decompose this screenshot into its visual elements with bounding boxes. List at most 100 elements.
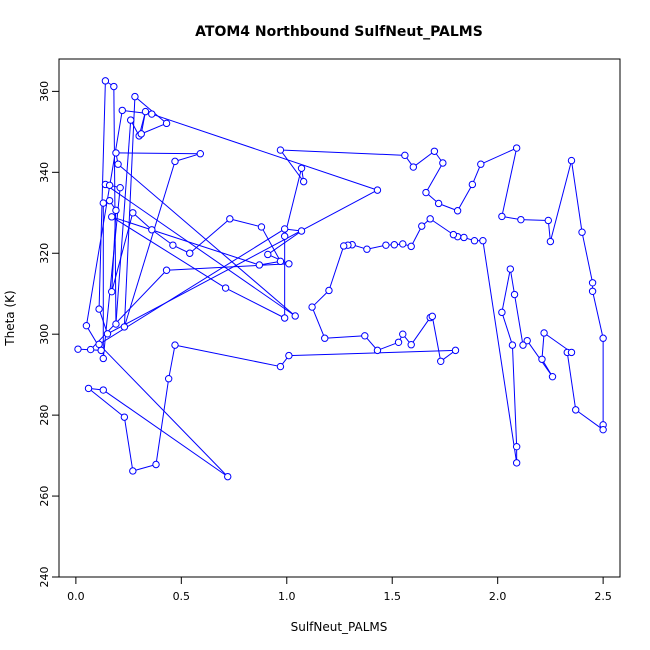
data-point bbox=[169, 241, 177, 249]
data-point bbox=[120, 413, 129, 421]
data-point bbox=[437, 357, 445, 366]
series-segment bbox=[151, 113, 378, 191]
data-point bbox=[224, 472, 232, 481]
data-point bbox=[426, 215, 434, 223]
series-segment bbox=[509, 268, 516, 295]
data-point bbox=[129, 209, 137, 217]
data-point bbox=[116, 183, 124, 192]
data-point bbox=[164, 375, 173, 383]
data-point bbox=[255, 261, 264, 269]
series-segment bbox=[229, 218, 262, 228]
data-point bbox=[373, 186, 382, 194]
series-segment bbox=[117, 163, 296, 317]
data-point bbox=[114, 160, 122, 168]
y-tick-label: 280 bbox=[38, 405, 51, 426]
data-point bbox=[430, 147, 439, 155]
series-segment bbox=[457, 184, 473, 212]
y-tick-label: 340 bbox=[38, 162, 51, 183]
data-point bbox=[299, 177, 308, 186]
series-segment bbox=[501, 268, 511, 313]
data-point bbox=[112, 149, 120, 157]
data-point bbox=[321, 334, 329, 342]
data-point bbox=[409, 163, 418, 171]
series-segment bbox=[102, 187, 121, 359]
series-segment bbox=[140, 111, 146, 134]
series-segment bbox=[134, 96, 167, 124]
data-point bbox=[226, 215, 234, 223]
series-segment bbox=[174, 153, 201, 162]
series-segment bbox=[377, 341, 399, 351]
chart-title: ATOM4 Northbound SulfNeut_PALMS bbox=[195, 24, 483, 40]
data-point bbox=[86, 345, 95, 354]
series-segment bbox=[480, 147, 517, 165]
series-segment bbox=[155, 378, 170, 465]
data-point bbox=[401, 151, 409, 160]
data-point bbox=[506, 265, 515, 273]
data-point bbox=[196, 149, 205, 158]
series-segment bbox=[88, 388, 125, 418]
data-point bbox=[95, 305, 103, 313]
data-point bbox=[112, 320, 120, 328]
series-segment bbox=[592, 291, 604, 339]
series-segment bbox=[113, 86, 117, 325]
series-segment bbox=[566, 352, 577, 410]
data-point bbox=[110, 82, 118, 91]
data-point bbox=[361, 332, 369, 340]
series-segment bbox=[166, 263, 289, 271]
x-axis-label: SulfNeut_PALMS bbox=[291, 620, 388, 634]
series-segment bbox=[311, 306, 326, 339]
series-segment bbox=[410, 225, 423, 247]
data-point bbox=[82, 321, 91, 330]
data-point bbox=[95, 340, 103, 349]
data-point bbox=[103, 330, 112, 338]
data-point bbox=[578, 228, 586, 236]
data-point bbox=[276, 362, 285, 371]
series-segment bbox=[328, 245, 345, 291]
data-point bbox=[148, 226, 156, 234]
series-segment bbox=[115, 120, 132, 325]
data-point bbox=[588, 279, 597, 287]
y-axis: 240 260 280 300 320 340 360 bbox=[38, 81, 60, 588]
data-point bbox=[112, 206, 120, 215]
series-segment bbox=[520, 219, 549, 221]
data-point bbox=[546, 237, 555, 246]
data-point bbox=[479, 237, 487, 245]
series-segment bbox=[324, 335, 365, 339]
x-axis: 0.0 0.5 1.0 1.5 2.0 2.5 bbox=[67, 576, 612, 603]
series-segment bbox=[98, 343, 229, 477]
data-point bbox=[105, 181, 114, 189]
data-point bbox=[120, 323, 129, 331]
series-segment bbox=[123, 161, 176, 328]
series-segment bbox=[501, 147, 518, 217]
data-point bbox=[171, 341, 179, 349]
series-segment bbox=[425, 162, 444, 193]
data-point bbox=[363, 245, 371, 253]
data-point bbox=[99, 386, 107, 394]
data-point bbox=[382, 241, 390, 249]
series-segment bbox=[111, 216, 226, 289]
data-point bbox=[453, 207, 462, 215]
data-point bbox=[162, 266, 171, 274]
series-segment bbox=[115, 152, 201, 155]
data-point bbox=[407, 341, 415, 349]
y-tick-label: 360 bbox=[38, 81, 51, 102]
data-point bbox=[512, 459, 521, 467]
data-point bbox=[460, 233, 468, 242]
series-segment bbox=[267, 230, 302, 255]
data-point bbox=[544, 216, 552, 225]
series-segment bbox=[431, 316, 442, 362]
data-point bbox=[99, 199, 107, 207]
series-segment bbox=[103, 389, 229, 478]
y-tick-label: 240 bbox=[38, 567, 51, 588]
data-point bbox=[567, 156, 576, 165]
data-point bbox=[137, 130, 145, 138]
data-point bbox=[264, 250, 272, 259]
series-segment bbox=[549, 160, 572, 242]
x-tick-label: 0.5 bbox=[173, 590, 191, 603]
series-segment bbox=[174, 344, 281, 368]
series-segment bbox=[280, 149, 405, 156]
data-point bbox=[108, 213, 116, 221]
data-point bbox=[572, 406, 580, 414]
x-tick-label: 1.0 bbox=[278, 590, 296, 603]
